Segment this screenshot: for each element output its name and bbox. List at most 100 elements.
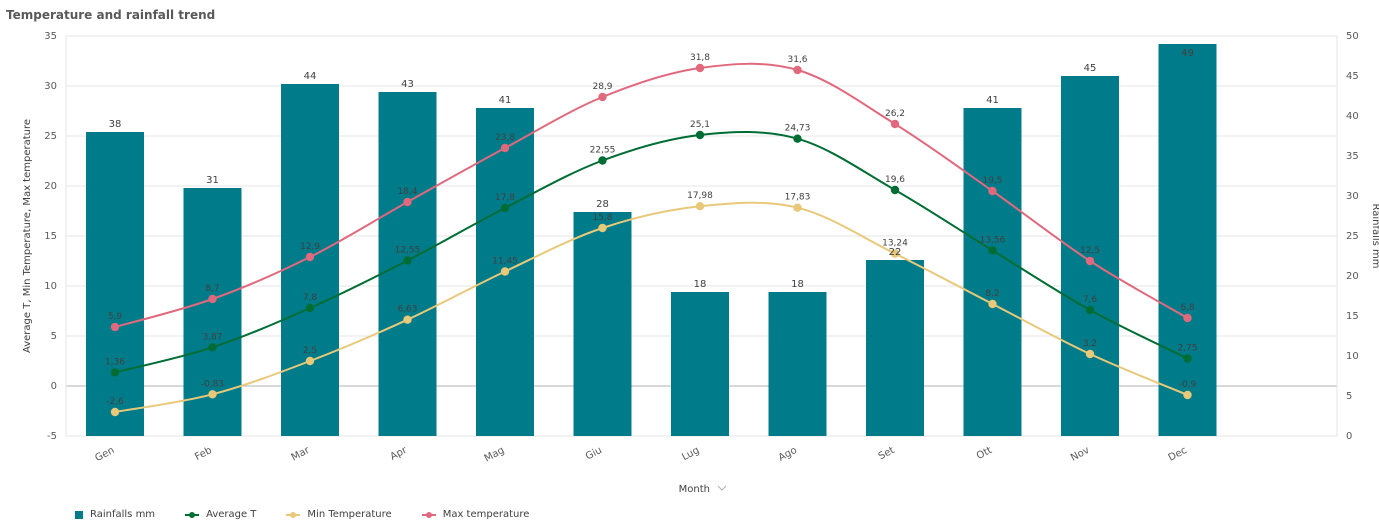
point-average-t [403, 256, 412, 265]
legend-label-average-t: Average T [206, 509, 257, 520]
left-axis-ticks: -5 0 5 10 15 20 25 30 35 [44, 31, 57, 442]
data-label-average-t: 7,8 [303, 293, 318, 303]
legend: Rainfalls mm Average T Min Temperature M… [75, 509, 559, 520]
rain-bar [1061, 76, 1119, 436]
data-label-average-t: 12,55 [395, 246, 421, 256]
y2-tick-label: 25 [1346, 231, 1359, 242]
legend-label-max-temperature: Max temperature [442, 509, 530, 520]
legend-swatch-max-temperature [421, 511, 436, 519]
y2-tick-label: 50 [1346, 31, 1359, 42]
x-tick-label: Nov [1069, 445, 1091, 464]
point-average-t [695, 130, 705, 140]
point-average-t [208, 343, 217, 352]
y2-tick-label: 20 [1346, 271, 1359, 282]
data-label-max-temperature: 12,5 [1080, 246, 1100, 256]
line-min-temperature [114, 201, 1188, 413]
y2-tick-label: 10 [1346, 351, 1359, 362]
data-label-min-temperature: 11,45 [492, 257, 518, 267]
data-label-average-t: 7,6 [1083, 295, 1098, 305]
rain-bar [86, 132, 144, 436]
data-label-average-t: 25,1 [690, 120, 710, 130]
point-average-t [1183, 354, 1192, 363]
data-label-max-temperature: 12,9 [300, 242, 320, 252]
x-tick-label: Giu [584, 445, 604, 463]
right-axis-ticks: 0 5 10 15 20 25 30 35 40 45 50 [1346, 31, 1359, 442]
data-label-rainfalls: 31 [206, 175, 219, 186]
data-label-max-temperature: 31,6 [787, 55, 807, 65]
data-label-rainfalls: 41 [986, 95, 999, 106]
data-label-min-temperature: 6,63 [397, 305, 417, 315]
data-label-min-temperature: 17,83 [785, 193, 811, 203]
x-axis-selector[interactable]: Month [679, 484, 727, 495]
y2-tick-label: 0 [1346, 431, 1352, 442]
point-max-temperature [403, 197, 412, 207]
point-average-t [598, 156, 607, 165]
point-min-temperature [1085, 349, 1095, 359]
y-tick-label: -5 [47, 431, 57, 442]
y-tick-label: 20 [44, 181, 57, 192]
y2-tick-label: 5 [1346, 391, 1352, 402]
line-max-temperature [114, 62, 1189, 328]
x-axis-title: Month [679, 484, 710, 495]
data-label-average-t: 17,8 [495, 193, 515, 203]
point-max-temperature [890, 119, 900, 129]
data-label-rainfalls: 22 [889, 247, 902, 258]
y-tick-label: 0 [51, 381, 57, 392]
point-min-temperature [403, 315, 412, 324]
y-tick-label: 25 [44, 131, 57, 142]
data-label-min-temperature: 17,98 [687, 191, 713, 201]
point-min-temperature [793, 203, 802, 212]
data-label-average-t: 2,75 [1177, 344, 1197, 354]
legend-item-average-t[interactable]: Average T [185, 509, 256, 520]
data-label-average-t: 1,36 [105, 357, 125, 367]
data-label-rainfalls: 38 [109, 119, 122, 130]
x-tick-label: Lug [680, 445, 701, 463]
point-max-temperature [695, 63, 705, 73]
data-label-rainfalls: 18 [791, 279, 804, 290]
data-label-average-t: 22,55 [590, 146, 616, 156]
legend-swatch-rainfalls [75, 510, 83, 519]
line-average-t [114, 131, 1188, 374]
point-min-temperature [695, 202, 705, 211]
legend-item-rainfalls[interactable]: Rainfalls mm [75, 509, 155, 520]
data-label-average-t: 24,73 [785, 124, 811, 134]
data-label-min-temperature: -2,6 [106, 397, 124, 407]
data-label-max-temperature: 28,9 [592, 82, 612, 92]
data-label-average-t: 3,87 [202, 332, 222, 342]
point-max-temperature [598, 92, 607, 102]
legend-label-rainfalls: Rainfalls mm [90, 509, 156, 520]
y2-tick-label: 40 [1346, 111, 1359, 122]
point-max-temperature [500, 143, 510, 153]
point-average-t [500, 203, 510, 213]
x-tick-label: Feb [193, 445, 214, 463]
rain-bar [768, 292, 827, 436]
data-label-min-temperature: 15,8 [592, 213, 612, 223]
data-label-rainfalls: 18 [694, 279, 707, 290]
data-label-min-temperature: -0,83 [201, 379, 224, 389]
rain-bars [86, 44, 1217, 436]
right-axis-title: Rainfalls mm [1370, 203, 1379, 268]
point-average-t [793, 134, 802, 143]
x-tick-label: Dec [1167, 445, 1189, 464]
point-min-temperature [208, 390, 217, 399]
y2-tick-label: 15 [1346, 311, 1359, 322]
data-label-min-temperature: 8,2 [985, 289, 999, 299]
temperature-lines [110, 62, 1192, 417]
data-label-rainfalls: 43 [401, 79, 414, 90]
point-max-temperature [305, 252, 315, 262]
point-average-t [305, 303, 315, 313]
data-label-average-t: 19,6 [885, 175, 905, 185]
chart-title: Temperature and rainfall trend [6, 8, 216, 22]
y2-tick-label: 35 [1346, 151, 1359, 162]
point-min-temperature [890, 249, 900, 258]
legend-item-min-temperature[interactable]: Min Temperature [286, 509, 392, 520]
x-tick-label: Gen [93, 445, 116, 464]
data-label-min-temperature: 13,24 [882, 239, 908, 249]
data-label-max-temperature: 6,8 [1180, 303, 1195, 313]
rain-bar [671, 292, 729, 436]
x-axis-ticks: Gen Feb Mar Apr Mag Giu Lug Ago Set Ott Nov Dec [93, 445, 1189, 465]
legend-item-max-temperature[interactable]: Max temperature [421, 509, 530, 520]
point-average-t [988, 246, 997, 255]
point-max-temperature [793, 65, 802, 75]
